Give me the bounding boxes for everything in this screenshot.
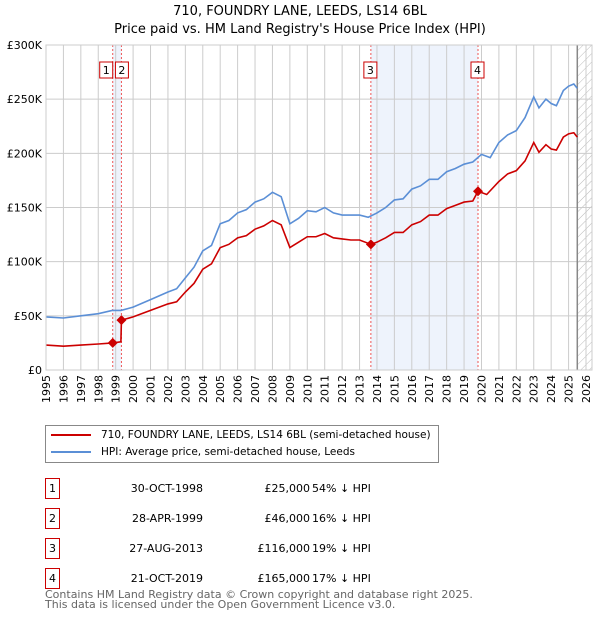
- sale-price: £116,000: [257, 542, 311, 555]
- legend: 710, FOUNDRY LANE, LEEDS, LS14 6BL (semi…: [45, 425, 439, 463]
- x-tick-label: 2017: [423, 375, 436, 403]
- chart-subtitle: Price paid vs. HM Land Registry's House …: [114, 22, 486, 37]
- footer-line1: Contains HM Land Registry data © Crown c…: [45, 588, 473, 601]
- x-tick-label: 2003: [179, 375, 192, 403]
- x-tick-label: 2019: [458, 375, 471, 403]
- x-tick-label: 2008: [266, 375, 279, 403]
- legend-label-property: 710, FOUNDRY LANE, LEEDS, LS14 6BL (semi…: [101, 429, 431, 441]
- sale-point: [365, 239, 376, 250]
- sale-point: [473, 186, 483, 197]
- footer-line2: This data is licensed under the Open Gov…: [45, 598, 396, 611]
- sale-number-badge: 4: [45, 568, 60, 589]
- hpi-line: [45, 83, 578, 319]
- sale-date: 21-OCT-2019: [130, 572, 203, 585]
- sale-hpi-diff: 54% ↓ HPI: [312, 482, 371, 495]
- sale-row: 4 21-OCT-2019 £165,000 17% ↓ HPI: [45, 568, 465, 592]
- y-tick-label: £250K: [7, 93, 43, 106]
- sale-date: 30-OCT-1998: [130, 482, 203, 495]
- sale-row: 3 27-AUG-2013 £116,000 19% ↓ HPI: [45, 538, 465, 562]
- sale-date: 28-APR-1999: [131, 512, 203, 525]
- y-tick-label: £50K: [14, 310, 43, 323]
- y-tick-label: £200K: [7, 147, 43, 160]
- y-tick-label: £100K: [7, 256, 43, 269]
- x-tick-label: 2022: [510, 375, 523, 403]
- legend-label-hpi: HPI: Average price, semi-detached house,…: [101, 446, 355, 458]
- sale-number-badge: 1: [45, 478, 60, 499]
- sale-label-box: [470, 61, 485, 79]
- price-chart: 1995 1996 1997 1998 1999 2000 2001 2002 2003 2004…: [7, 39, 593, 403]
- sale-date: 27-AUG-2013: [129, 542, 203, 555]
- x-tick-label: 2006: [232, 375, 245, 403]
- x-tick-label: 2005: [214, 375, 227, 403]
- price-paid-line: [45, 131, 578, 347]
- x-tick-label: 2025: [563, 375, 576, 403]
- x-tick-label: 2018: [441, 375, 454, 403]
- sale-hpi-diff: 17% ↓ HPI: [312, 572, 371, 585]
- chart-title: 710, FOUNDRY LANE, LEEDS, LS14 6BL: [173, 4, 427, 19]
- y-tick-label: £300K: [7, 39, 43, 52]
- x-tick-label: 2026: [580, 375, 593, 403]
- x-tick-label: 2013: [354, 375, 367, 403]
- x-tick-label: 1996: [57, 375, 70, 403]
- x-tick-label: 1995: [40, 375, 53, 403]
- sale-label-box: [99, 61, 114, 79]
- sale-label-number: 3: [367, 64, 374, 77]
- x-tick-label: 1997: [75, 375, 88, 403]
- x-tick-label: 2016: [406, 375, 419, 403]
- sale-label-number: 1: [103, 64, 110, 77]
- sale-point: [107, 337, 118, 348]
- x-tick-label: 2004: [197, 375, 210, 403]
- x-tick-label: 2007: [249, 375, 262, 403]
- sale-label-number: 4: [474, 64, 481, 77]
- sale-price: £46,000: [264, 512, 311, 525]
- sale-point: [116, 315, 127, 326]
- sale-label-number: 2: [118, 64, 125, 77]
- sale-hpi-diff: 16% ↓ HPI: [312, 512, 371, 525]
- sale-row: 2 28-APR-1999 £46,000 16% ↓ HPI: [45, 508, 465, 532]
- sale-number-badge: 2: [45, 508, 60, 529]
- sale-row: 1 30-OCT-1998 £25,000 54% ↓ HPI: [45, 478, 465, 502]
- sale-number-badge: 3: [45, 538, 60, 559]
- y-tick-label: £150K: [7, 202, 43, 215]
- sale-hpi-diff: 19% ↓ HPI: [312, 542, 371, 555]
- x-tick-label: 1999: [110, 375, 123, 403]
- x-tick-label: 2001: [145, 375, 158, 403]
- plot-frame: [45, 44, 593, 371]
- x-tick-label: 2024: [545, 375, 558, 403]
- x-tick-label: 2011: [319, 375, 332, 403]
- x-tick-label: 2000: [127, 375, 140, 403]
- footer: Contains HM Land Registry data © Crown c…: [45, 588, 473, 611]
- x-tick-label: 2012: [336, 375, 349, 403]
- y-tick-label: £0: [28, 364, 42, 377]
- x-tick-label: 2021: [493, 375, 506, 403]
- x-tick-label: 2015: [388, 375, 401, 403]
- sale-price: £165,000: [257, 572, 311, 585]
- x-tick-label: 2009: [284, 375, 297, 403]
- x-tick-label: 2002: [162, 375, 175, 403]
- legend-red-line: [51, 434, 91, 436]
- sale-price: £25,000: [264, 482, 311, 495]
- x-tick-label: 1998: [92, 375, 105, 403]
- x-tick-label: 2020: [475, 375, 488, 403]
- legend-blue-line: [51, 451, 91, 453]
- x-tick-label: 2023: [528, 375, 541, 403]
- sale-label-box: [363, 61, 378, 79]
- x-tick-label: 2010: [301, 375, 314, 403]
- sale-label-box: [114, 61, 129, 79]
- x-tick-label: 2014: [371, 375, 384, 403]
